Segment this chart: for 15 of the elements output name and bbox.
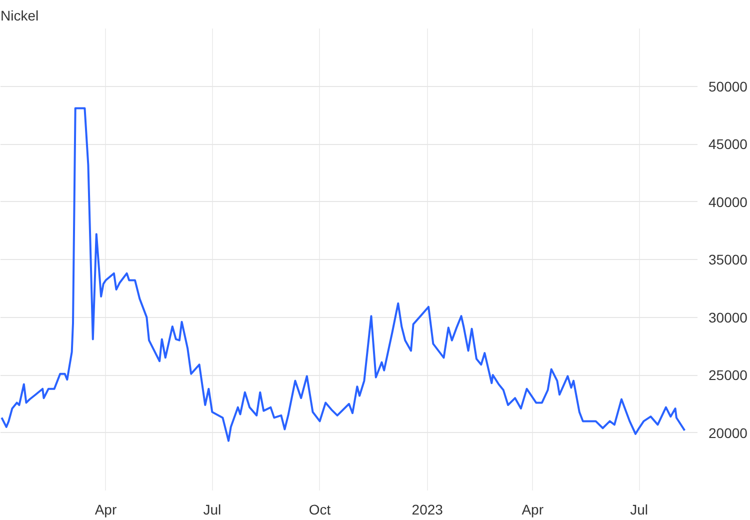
x-tick-label: Apr: [94, 502, 117, 518]
x-tick-label: 2023: [412, 502, 444, 518]
x-tick-label: Apr: [522, 502, 544, 518]
chart-title: Nickel: [0, 8, 39, 24]
x-tick-label: Jul: [203, 502, 222, 518]
y-tick-label: 40000: [708, 194, 748, 210]
y-tick-label: 25000: [708, 367, 748, 383]
y-tick-label: 20000: [708, 424, 748, 441]
y-tick-label: 35000: [708, 252, 748, 268]
y-tick-label: 45000: [708, 136, 748, 152]
line-series: [0, 107, 686, 442]
y-tick-label: 50000: [708, 78, 748, 94]
x-tick-label: Oct: [308, 502, 331, 518]
y-tick-label: 30000: [708, 309, 748, 326]
x-tick-label: Jul: [630, 502, 648, 518]
